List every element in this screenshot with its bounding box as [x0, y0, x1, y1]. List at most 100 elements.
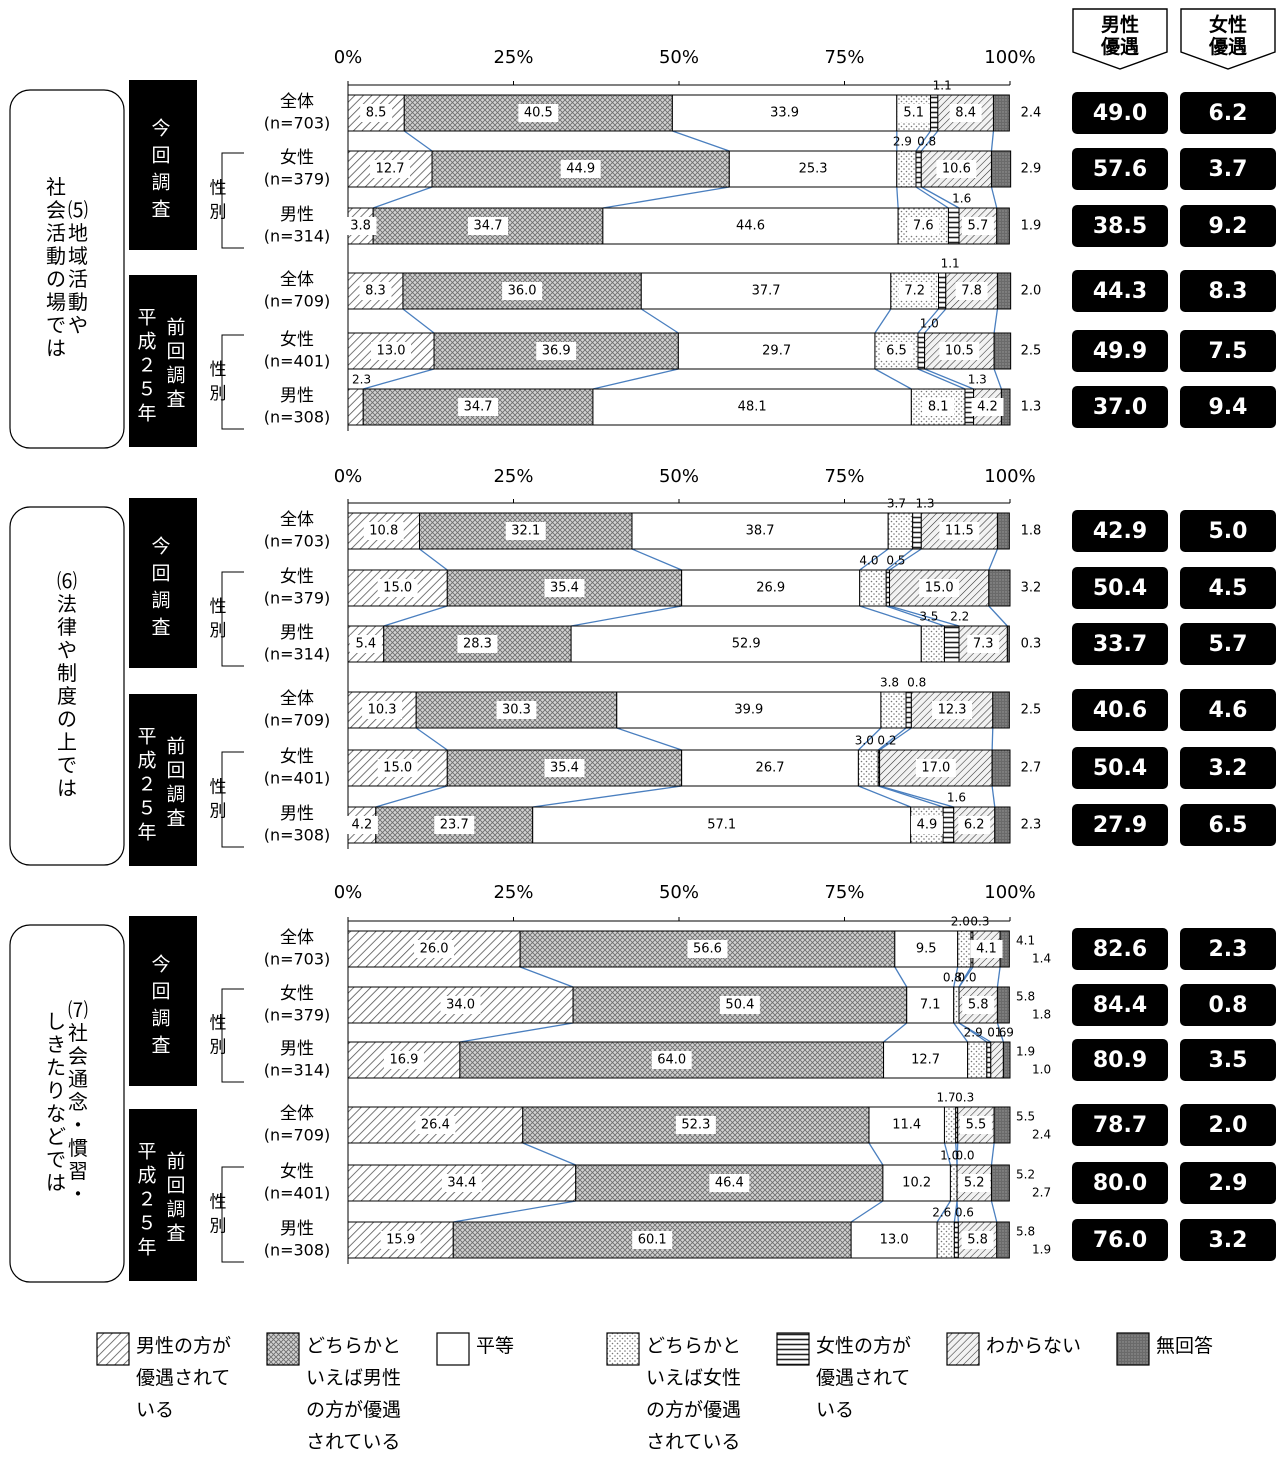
male-preferred-total-badge: [1072, 92, 1168, 134]
connector-line: [894, 966, 908, 988]
current-survey-label: 今: [151, 954, 170, 976]
segment-value-bg: [415, 1116, 456, 1134]
sex-label: 別: [210, 1217, 227, 1237]
segment-value-label: 5.7: [968, 219, 989, 234]
connector-line: [953, 1200, 958, 1223]
connector-line: [850, 1200, 884, 1223]
row-sample-size: (n=379): [264, 1006, 331, 1025]
segment-value-bg: [502, 282, 543, 300]
previous-survey-label: 調: [166, 365, 185, 387]
segment-value-label: 11.5: [945, 524, 974, 539]
segment-value-label: 3.5: [919, 610, 938, 624]
segment-value-label: 35.4: [550, 581, 579, 596]
bar-segment: [942, 806, 955, 844]
row-label: 女性: [280, 747, 314, 767]
female-preferred-total: 3.2: [1209, 756, 1248, 781]
row-sample-size: (n=308): [264, 408, 331, 427]
bar-segment: [992, 691, 1010, 729]
bar-segment: [415, 691, 618, 729]
segment-value-label: 10.8: [369, 524, 398, 539]
bar-segment: [883, 1041, 969, 1079]
segment-value-bg: [958, 816, 991, 834]
segment-value-bg: [383, 1051, 424, 1069]
segment-value-label: 0.2: [877, 734, 896, 748]
segment-value-bg: [377, 579, 418, 597]
segment-value-bg: [457, 635, 498, 653]
segment-value-bg: [949, 104, 982, 122]
current-survey-label: 回: [151, 981, 170, 1003]
female-preferred-total: 6.5: [1209, 813, 1248, 838]
segment-value-label: 1.0: [940, 1149, 959, 1163]
connector-line: [877, 727, 907, 751]
bar-segment: [990, 1164, 1010, 1202]
segment-value-label: 1.9: [995, 1026, 1014, 1040]
segment-value-label: 15.0: [383, 761, 412, 776]
segment-value-label: 34.4: [447, 1176, 476, 1191]
unknown-value-label: 5.5: [1016, 1110, 1035, 1124]
segment-value-label: 8.4: [955, 106, 976, 121]
segment-value-bg: [377, 759, 418, 777]
current-survey-block: [129, 498, 197, 668]
segment-value-label: 2.6: [932, 1206, 951, 1220]
bar-segment: [990, 1041, 1004, 1079]
male-preferred-total-badge: [1072, 1219, 1168, 1261]
segment-value-bg: [371, 342, 412, 360]
female-preferred-total: 0.8: [1209, 993, 1248, 1018]
row-sample-size: (n=703): [264, 114, 331, 133]
previous-survey-block: [129, 1109, 197, 1281]
axis-tick-label: 0%: [334, 882, 363, 903]
no-answer-value-label: 2.5: [1021, 344, 1042, 359]
current-survey-label: 調: [151, 1008, 170, 1030]
segment-value-label: 2.9: [964, 1026, 983, 1040]
female-preferred-total: 2.3: [1209, 937, 1248, 962]
male-preferred-total-badge: [1072, 1039, 1168, 1081]
connector-line: [868, 1142, 884, 1166]
segment-value-bg: [675, 1116, 716, 1134]
section-title: 動: [46, 244, 66, 268]
previous-survey-label: 査: [166, 808, 185, 830]
male-preferred-total-badge: [1072, 205, 1168, 247]
previous-survey-label: 前: [166, 736, 185, 758]
segment-value-label: 52.3: [681, 1118, 710, 1133]
legend-swatch: [776, 1332, 810, 1366]
male-preferred-total: 50.4: [1093, 756, 1147, 781]
no-answer-value-label: 0.3: [1021, 637, 1042, 652]
segment-value-label: 16.9: [389, 1053, 418, 1068]
legend-label: 無回答: [1156, 1335, 1214, 1357]
male-preferred-total: 80.9: [1093, 1048, 1147, 1073]
segment-value-label: 11.4: [892, 1118, 921, 1133]
row-sample-size: (n=703): [264, 950, 331, 969]
segment-value-label: 26.0: [420, 942, 449, 957]
no-answer-value-label: 1.9: [1032, 1243, 1051, 1257]
section-title: ⑸: [68, 198, 88, 222]
bar-segment: [996, 512, 1010, 550]
segment-value-label: 9.5: [916, 942, 937, 957]
section-title: な: [46, 1102, 66, 1126]
connector-line: [383, 605, 448, 627]
female-preferred-total-badge: [1180, 148, 1276, 190]
segment-value-bg: [632, 1231, 673, 1249]
row-sample-size: (n=709): [264, 292, 331, 311]
bar-segment: [671, 94, 898, 132]
segment-value-label: 1.1: [933, 79, 952, 93]
segment-value-label: 3.0: [855, 734, 874, 748]
segment-value-bg: [441, 1174, 482, 1192]
bar-segment: [433, 332, 679, 370]
segment-value-label: 26.9: [756, 581, 785, 596]
axis-tick-label: 100%: [984, 882, 1035, 903]
segment-value-bg: [939, 522, 980, 540]
segment-value-label: 2.9: [893, 135, 912, 149]
segment-value-bg: [898, 282, 931, 300]
segment-value-bg: [345, 816, 378, 834]
segment-value-label: 5.1: [903, 106, 924, 121]
no-answer-value-label: 3.2: [1021, 581, 1042, 596]
segment-value-label: 52.9: [732, 637, 761, 652]
segment-value-label: 46.4: [715, 1176, 744, 1191]
previous-survey-label: 調: [166, 784, 185, 806]
male-preferred-total: 38.5: [1093, 214, 1147, 239]
segment-value-bg: [919, 579, 960, 597]
section-title: ・: [68, 1182, 88, 1206]
male-preferred-total: 44.3: [1093, 279, 1147, 304]
row-sample-size: (n=401): [264, 352, 331, 371]
bar-segment: [522, 1106, 870, 1144]
